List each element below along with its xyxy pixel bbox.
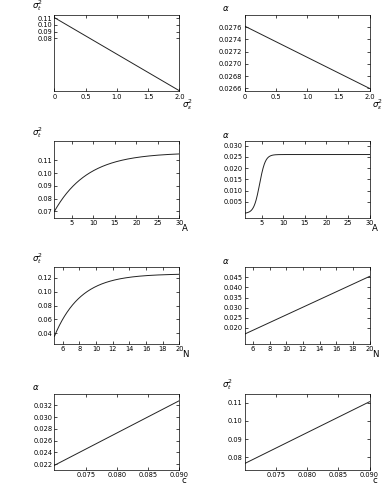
- Text: A: A: [372, 224, 378, 233]
- Text: $\sigma_t^2$: $\sigma_t^2$: [222, 377, 233, 392]
- Text: $\sigma_t^2$: $\sigma_t^2$: [32, 124, 43, 140]
- Text: $\sigma_t^2$: $\sigma_t^2$: [32, 0, 43, 14]
- Text: $\sigma_\epsilon^2$: $\sigma_\epsilon^2$: [372, 98, 383, 112]
- Text: $\alpha$: $\alpha$: [222, 257, 230, 266]
- Text: N: N: [182, 350, 189, 359]
- Text: A: A: [182, 224, 188, 233]
- Text: N: N: [372, 350, 378, 359]
- Text: $\sigma_\epsilon^2$: $\sigma_\epsilon^2$: [182, 98, 193, 112]
- Text: c: c: [372, 476, 377, 485]
- Text: $\sigma_t^2$: $\sigma_t^2$: [32, 251, 43, 266]
- Text: $\alpha$: $\alpha$: [222, 130, 230, 140]
- Text: $\alpha$: $\alpha$: [32, 383, 40, 392]
- Text: c: c: [182, 476, 187, 485]
- Text: $\alpha$: $\alpha$: [222, 4, 230, 14]
